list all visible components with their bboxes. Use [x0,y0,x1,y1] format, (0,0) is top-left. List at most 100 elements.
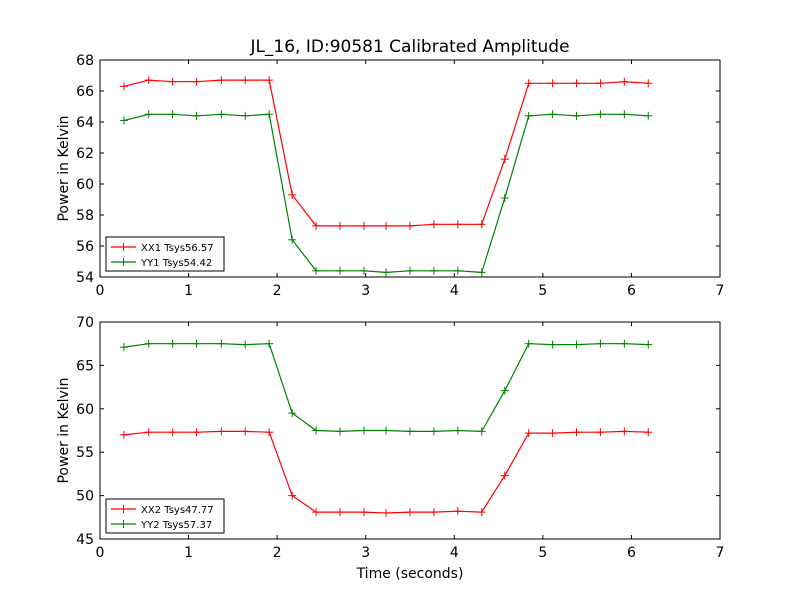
legend-label: XX2 Tsys47.77 [141,505,214,516]
data-point [119,430,128,439]
data-point [596,428,605,437]
x-tick-label: 2 [273,545,282,561]
data-point [192,77,201,86]
x-tick-label: 6 [627,545,636,561]
data-point [336,427,345,436]
data-point [453,426,462,435]
data-point [288,409,297,418]
data-point [265,110,274,119]
y-tick-label: 65 [76,358,94,374]
data-point [288,491,297,500]
legend: XX2 Tsys47.77 YY2 Tsys57.37 [105,498,225,534]
data-point [144,76,153,85]
data-point [477,427,486,436]
data-point [336,221,345,230]
x-tick-label: 5 [538,283,547,299]
data-point [168,339,177,348]
data-point [477,268,486,277]
data-point [620,110,629,119]
data-point [429,266,438,275]
legend-label: YY1 Tsys54.42 [140,258,212,269]
data-point [572,428,581,437]
data-point [644,428,653,437]
x-tick-label: 3 [361,283,370,299]
data-point [406,266,414,275]
y-tick-label: 64 [76,115,94,131]
data-point [359,221,368,230]
y-tick-label: 54 [76,270,94,286]
data-point [524,429,533,438]
data-point [644,340,653,349]
data-point [265,339,274,348]
x-tick-label: 4 [450,283,459,299]
y-tick-label: 60 [76,177,94,193]
data-point [406,221,414,230]
y-tick-label: 55 [76,445,94,461]
x-tick-label: 1 [184,545,193,561]
plot-frame [99,59,721,278]
data-point [572,340,581,349]
data-point [217,76,226,85]
data-point [192,428,201,437]
data-point [620,339,629,348]
y-axis-label: Power in Kelvin [56,377,72,483]
y-tick-label: 62 [76,146,94,162]
x-tick-label: 1 [184,283,193,299]
data-point [548,429,557,438]
data-point [382,508,391,517]
data-point [429,427,438,436]
legend-label: YY2 Tsys57.37 [140,520,212,531]
x-tick-label: 0 [96,283,105,299]
data-point [453,507,462,516]
legend: XX1 Tsys56.57 YY1 Tsys54.42 [105,236,225,272]
x-tick-label: 4 [450,545,459,561]
data-point [429,220,438,229]
data-point [217,110,226,119]
data-point [144,339,153,348]
data-point [217,339,226,348]
data-point [359,426,368,435]
x-tick-label: 5 [538,545,547,561]
data-point [241,111,250,120]
data-point [596,110,605,119]
data-point [359,266,368,275]
data-point [382,426,391,435]
data-point [241,427,250,436]
data-point [336,266,345,275]
x-tick-label: 3 [361,545,370,561]
data-point [119,116,128,125]
data-point [620,427,629,436]
data-point [572,111,581,120]
data-point [144,428,153,437]
data-point [168,428,177,437]
data-point [524,79,533,88]
legend-label: XX1 Tsys56.57 [141,243,214,254]
y-tick-label: 70 [76,315,94,331]
data-point [382,268,391,277]
data-point [453,266,462,275]
data-point [312,426,321,435]
y-tick-label: 66 [76,84,94,100]
x-tick-label: 6 [627,283,636,299]
data-point [644,111,653,120]
data-point [265,428,274,437]
data-point [524,339,533,348]
data-point [429,508,438,517]
data-point [548,340,557,349]
data-point [168,110,177,119]
data-point [119,82,128,91]
data-point [596,79,605,88]
data-point [241,76,250,85]
y-tick-label: 60 [76,402,94,418]
data-point [500,386,509,395]
data-point [312,508,321,517]
legend-box [105,236,225,272]
data-point [572,79,581,88]
data-point [406,508,414,517]
figure-title: JL_16, ID:90581 Calibrated Amplitude [249,37,569,57]
data-point [477,508,486,517]
data-point [168,77,177,86]
data-point [500,471,509,480]
data-point [312,266,321,275]
